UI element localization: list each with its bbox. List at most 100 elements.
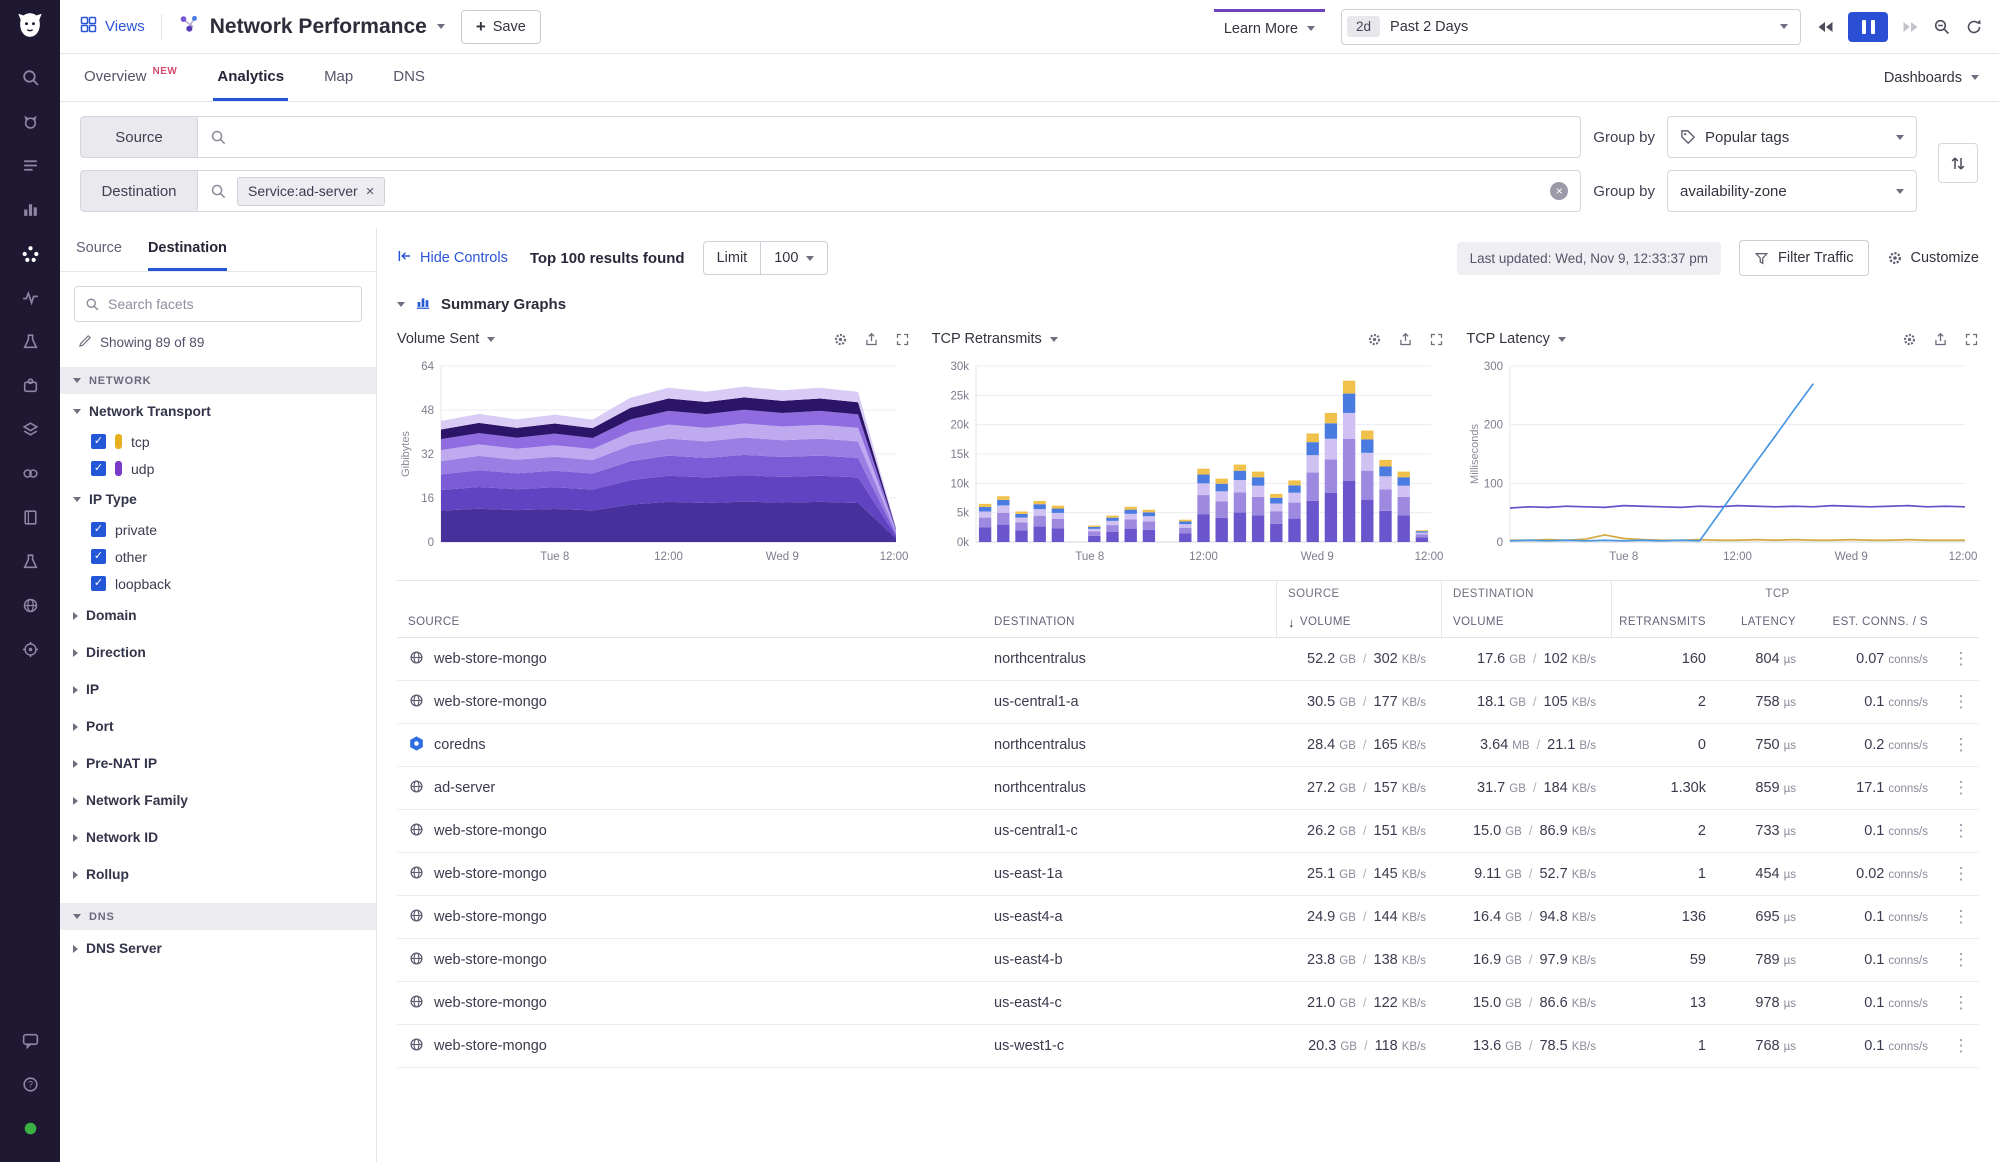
facet-group-toggle[interactable]: Rollup [60,856,376,893]
limit-value[interactable]: 100 [761,242,827,274]
time-range-picker[interactable]: 2d Past 2 Days [1341,9,1801,45]
table-row[interactable]: web-store-mongo us-central1-c 26.2GB/151… [397,810,1979,853]
col-header-source-volume[interactable]: ↓VOLUME [1276,607,1441,637]
title-chevron-down-icon[interactable] [437,24,445,29]
facet-group-toggle[interactable]: Direction [60,634,376,671]
export-icon[interactable] [864,332,879,347]
row-menu-icon[interactable]: ⋮ [1943,649,1979,669]
facet-group-toggle[interactable]: IP [60,671,376,708]
facet-tab-destination[interactable]: Destination [148,228,227,271]
source-group-by-dropdown[interactable]: Popular tags [1667,116,1917,158]
chat-icon[interactable] [0,1018,60,1062]
integrations-icon[interactable] [0,363,60,407]
zoom-out-button[interactable] [1933,18,1951,36]
gear-icon[interactable] [833,332,848,347]
col-header-destination[interactable]: DESTINATION [983,607,1276,637]
facet-group-toggle[interactable]: Network Transport [60,394,376,428]
clear-input-icon[interactable]: × [1550,182,1568,200]
synthetics-icon[interactable] [0,451,60,495]
ci-icon[interactable] [0,539,60,583]
facet-section-dns[interactable]: DNS [60,903,376,930]
infrastructure-icon[interactable] [0,407,60,451]
filter-traffic-button[interactable]: Filter Traffic [1739,240,1868,276]
dashboards-icon[interactable] [0,187,60,231]
checkbox-checked[interactable]: ✓ [91,522,106,537]
help-icon[interactable]: ? [0,1062,60,1106]
row-menu-icon[interactable]: ⋮ [1943,778,1979,798]
expand-icon[interactable] [895,332,910,347]
tab-dns[interactable]: DNS [389,54,429,101]
facet-item-tcp[interactable]: ✓tcp [60,428,376,455]
forward-button[interactable] [1902,20,1919,34]
checkbox-checked[interactable]: ✓ [91,461,106,476]
swap-sort-button[interactable] [1938,143,1978,183]
facet-group-toggle[interactable]: IP Type [60,482,376,516]
learn-more-dropdown[interactable]: Learn More [1214,9,1325,45]
chart-metric-dropdown[interactable]: TCP Latency [1466,331,1566,347]
chart-metric-dropdown[interactable]: Volume Sent [397,331,495,347]
destination-group-by-dropdown[interactable]: availability-zone [1667,170,1917,212]
facet-search-input[interactable] [108,296,351,312]
checkbox-checked[interactable]: ✓ [91,549,106,564]
facet-item-udp[interactable]: ✓udp [60,455,376,482]
search-icon[interactable] [0,55,60,99]
source-search-input[interactable] [198,116,1581,158]
gear-icon[interactable] [1902,332,1917,347]
logs-icon[interactable] [0,319,60,363]
col-header-retransmits[interactable]: RETRANSMITS [1611,607,1721,637]
col-header-destination-volume[interactable]: VOLUME [1441,607,1611,637]
events-icon[interactable] [0,143,60,187]
refresh-button[interactable] [1965,18,1983,36]
apm-icon[interactable] [0,275,60,319]
edit-pencil-icon[interactable] [78,334,92,351]
facet-tab-source[interactable]: Source [76,228,122,271]
tab-map[interactable]: Map [320,54,357,101]
row-menu-icon[interactable]: ⋮ [1943,907,1979,927]
limit-selector[interactable]: Limit 100 [703,241,829,275]
row-menu-icon[interactable]: ⋮ [1943,950,1979,970]
compliance-icon[interactable] [0,627,60,671]
facet-group-toggle[interactable]: DNS Server [60,930,376,967]
facet-search[interactable] [74,286,362,322]
facet-group-toggle[interactable]: Network ID [60,819,376,856]
facet-group-toggle[interactable]: Domain [60,597,376,634]
facet-section-network[interactable]: NETWORK [60,367,376,394]
table-row[interactable]: coredns northcentralus 28.4GB/165KB/s 3.… [397,724,1979,767]
facet-group-toggle[interactable]: Port [60,708,376,745]
save-button[interactable]: + Save [461,10,541,44]
table-row[interactable]: ad-server northcentralus 27.2GB/157KB/s … [397,767,1979,810]
expand-icon[interactable] [1429,332,1444,347]
col-header-est-conns[interactable]: EST. CONNS. / S [1811,607,1943,637]
views-button[interactable]: Views [80,16,145,37]
table-row[interactable]: web-store-mongo us-east4-a 24.9GB/144KB/… [397,896,1979,939]
export-icon[interactable] [1933,332,1948,347]
expand-icon[interactable] [1964,332,1979,347]
row-menu-icon[interactable]: ⋮ [1943,735,1979,755]
table-row[interactable]: web-store-mongo us-east-1a 25.1GB/145KB/… [397,853,1979,896]
volume-sent-chart[interactable]: 016324864GibibytesTue 812:00Wed 912:00 [397,356,910,568]
table-row[interactable]: web-store-mongo northcentralus 52.2GB/30… [397,638,1979,681]
chart-metric-dropdown[interactable]: TCP Retransmits [932,331,1058,347]
export-icon[interactable] [1398,332,1413,347]
row-menu-icon[interactable]: ⋮ [1943,993,1979,1013]
tcp-latency-chart[interactable]: 0100200300MillisecondsTue 812:00Wed 912:… [1466,356,1979,568]
col-header-source[interactable]: SOURCE [397,607,983,637]
checkbox-checked[interactable]: ✓ [91,576,106,591]
destination-query-field[interactable] [395,183,1540,199]
hide-controls-button[interactable]: Hide Controls [397,249,508,267]
destination-search-input[interactable]: Service:ad-server × × [198,170,1581,212]
filter-chip[interactable]: Service:ad-server × [237,177,385,206]
tcp-retransmits-chart[interactable]: 0k5k10k15k20k25k30kTue 812:00Wed 912:00 [932,356,1445,568]
notebooks-icon[interactable] [0,495,60,539]
facet-group-toggle[interactable]: Network Family [60,782,376,819]
row-menu-icon[interactable]: ⋮ [1943,821,1979,841]
summary-graphs-toggle[interactable]: Summary Graphs [397,288,1979,320]
status-icon[interactable] [0,1106,60,1150]
dashboards-dropdown[interactable]: Dashboards [1884,54,1979,101]
facet-item-private[interactable]: ✓private [60,516,376,543]
facet-item-loopback[interactable]: ✓loopback [60,570,376,597]
customize-button[interactable]: Customize [1887,250,1980,266]
tab-analytics[interactable]: Analytics [213,54,288,101]
row-menu-icon[interactable]: ⋮ [1943,692,1979,712]
watchdog-icon[interactable] [0,99,60,143]
